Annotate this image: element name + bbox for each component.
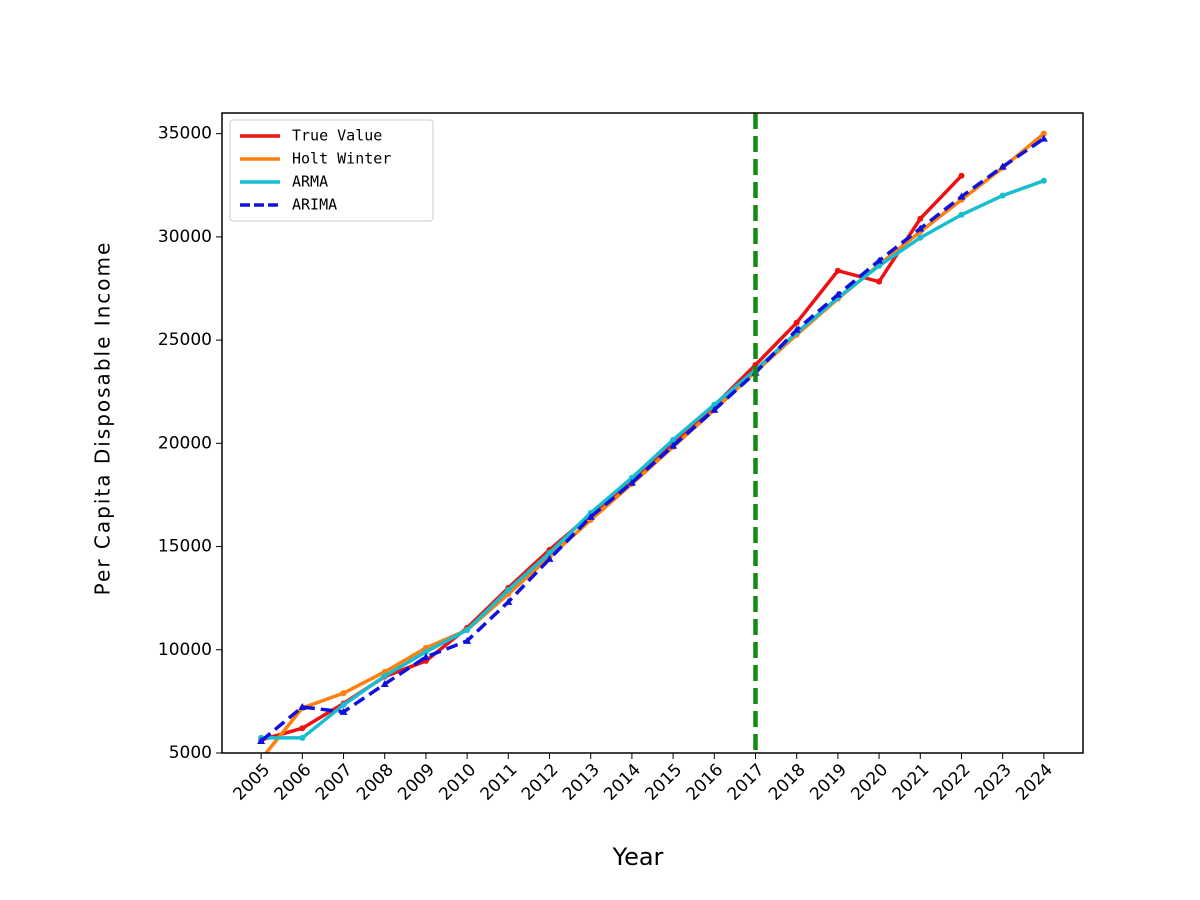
marker xyxy=(1040,177,1047,184)
marker xyxy=(504,597,513,605)
y-tick-label: 35000 xyxy=(158,124,212,144)
marker xyxy=(833,290,842,298)
marker xyxy=(339,707,348,715)
x-tick-label: 2010 xyxy=(435,760,480,805)
x-tick-label: 2014 xyxy=(600,760,645,805)
x-tick-label: 2006 xyxy=(271,760,316,805)
marker xyxy=(257,737,266,745)
x-tick-label: 2020 xyxy=(847,760,892,805)
x-tick-label: 2022 xyxy=(930,760,975,805)
x-tick-label: 2019 xyxy=(806,760,851,805)
marker xyxy=(958,172,965,179)
marker xyxy=(340,701,347,708)
marker xyxy=(999,192,1006,199)
series-line xyxy=(260,174,963,742)
marker xyxy=(669,441,678,449)
marker xyxy=(586,512,595,520)
marker xyxy=(875,256,884,264)
plot-frame xyxy=(221,112,1084,754)
y-axis-label: Per Capita Disposable Income xyxy=(91,241,115,596)
x-tick-label: 2018 xyxy=(765,760,810,805)
marker xyxy=(505,586,512,593)
x-tick-label: 2023 xyxy=(971,760,1016,805)
x-tick-label: 2015 xyxy=(641,760,686,805)
x-tick-label: 2009 xyxy=(394,760,439,805)
y-tick-label: 25000 xyxy=(158,330,212,350)
y-tick-label: 30000 xyxy=(158,227,212,247)
marker xyxy=(1039,134,1048,142)
marker xyxy=(876,278,883,285)
marker xyxy=(627,478,636,486)
marker xyxy=(422,648,429,655)
marker xyxy=(546,549,553,556)
x-tick-label: 2012 xyxy=(518,760,563,805)
marker xyxy=(421,653,430,660)
series-line xyxy=(261,179,1045,740)
marker xyxy=(710,405,719,413)
marker xyxy=(545,554,554,562)
y-tick-label: 10000 xyxy=(158,640,212,660)
legend-label: Holt Winter xyxy=(292,150,391,168)
x-tick-label: 2008 xyxy=(353,760,398,805)
marker xyxy=(793,319,800,326)
marker xyxy=(792,325,801,333)
marker xyxy=(917,234,924,241)
marker xyxy=(957,192,966,200)
legend-label: ARIMA xyxy=(292,196,337,214)
x-tick-label: 2011 xyxy=(477,760,522,805)
marker xyxy=(299,725,306,732)
legend-label: True Value xyxy=(292,127,382,145)
marker xyxy=(916,224,925,232)
legend-box xyxy=(229,119,434,222)
x-axis-label: Year xyxy=(612,843,664,871)
marker xyxy=(670,436,677,443)
series-line xyxy=(263,132,1045,753)
x-tick-label: 2016 xyxy=(683,760,728,805)
y-tick-label: 20000 xyxy=(158,433,212,453)
x-tick-label: 2007 xyxy=(312,760,357,805)
marker xyxy=(464,626,471,633)
marker xyxy=(298,702,307,710)
legend: True Value Holt Winter ARMA ARIMA xyxy=(229,119,434,222)
y-tick-label: 5000 xyxy=(169,743,212,763)
x-tick-label: 2005 xyxy=(229,760,274,805)
marker xyxy=(876,262,883,269)
marker xyxy=(917,215,924,222)
series-line xyxy=(260,137,1045,743)
x-tick-label: 2013 xyxy=(559,760,604,805)
x-tick-label: 2024 xyxy=(1012,760,1057,805)
marker xyxy=(998,162,1007,170)
marker xyxy=(834,267,841,274)
marker xyxy=(340,690,347,697)
legend-label: ARMA xyxy=(292,173,328,191)
marker xyxy=(299,734,306,741)
marker xyxy=(380,680,389,688)
y-tick-label: 15000 xyxy=(158,537,212,557)
plot-area xyxy=(257,130,1048,753)
marker xyxy=(463,636,472,644)
x-tick-label: 2017 xyxy=(724,760,769,805)
marker xyxy=(1040,130,1047,137)
x-tick-label: 2021 xyxy=(889,760,934,805)
marker xyxy=(381,672,388,679)
marker xyxy=(958,211,965,218)
